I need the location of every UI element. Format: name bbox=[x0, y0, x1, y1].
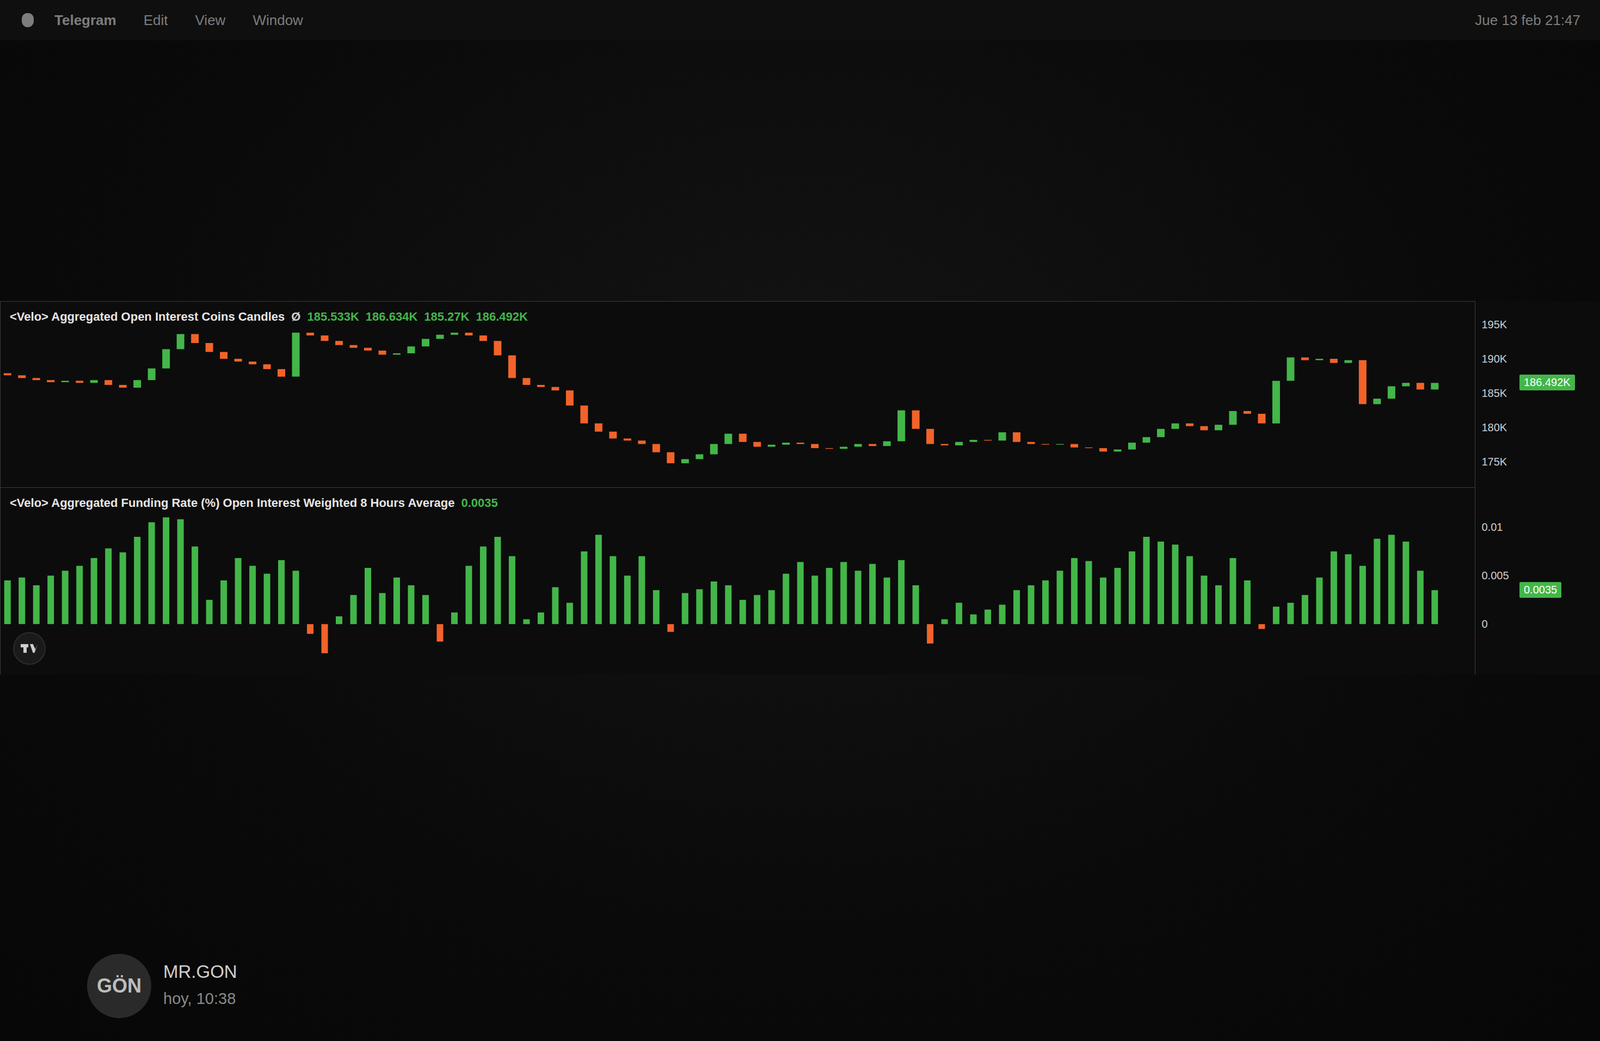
svg-text:180K: 180K bbox=[1481, 421, 1508, 434]
html-text:<Velo> Aggregated Funding Rate: <Velo> Aggregated Funding Rate (%) Open … bbox=[9, 495, 455, 510]
html-text:Telegram: Telegram bbox=[54, 11, 117, 29]
html-text:Window: Window bbox=[252, 11, 304, 29]
html-text:185.533K 186.634K: 185.533K 186.634K bbox=[307, 309, 418, 324]
html-text:View: View bbox=[195, 11, 226, 29]
html-text:185.27K 186.492K: 185.27K 186.492K bbox=[424, 309, 528, 324]
svg-text:190K: 190K bbox=[1481, 352, 1508, 365]
svg-text:0.01: 0.01 bbox=[1481, 520, 1504, 533]
svg-text:0: 0 bbox=[1481, 617, 1488, 630]
svg-text:185K: 185K bbox=[1481, 386, 1508, 399]
html-text:0.0035: 0.0035 bbox=[1523, 583, 1558, 596]
svg-text:175K: 175K bbox=[1481, 455, 1508, 468]
html-text:<Velo> Aggregated Open Interes: <Velo> Aggregated Open Interest Coins Ca… bbox=[9, 309, 285, 324]
svg-text:0.005: 0.005 bbox=[1481, 569, 1510, 582]
html-text:GÖN: GÖN bbox=[96, 974, 142, 997]
html-text:0.0035: 0.0035 bbox=[461, 495, 498, 510]
html-text:Edit: Edit bbox=[143, 11, 168, 29]
html-text:Ø: Ø bbox=[291, 309, 301, 324]
html-text:MR.GON: MR.GON bbox=[163, 961, 238, 982]
svg-text:195K: 195K bbox=[1481, 318, 1508, 331]
html-text:hoy, 10:38: hoy, 10:38 bbox=[163, 989, 236, 1007]
html-text:Jue 13 feb 21:47: Jue 13 feb 21:47 bbox=[1474, 11, 1581, 29]
html-text:186.492K: 186.492K bbox=[1523, 376, 1571, 389]
